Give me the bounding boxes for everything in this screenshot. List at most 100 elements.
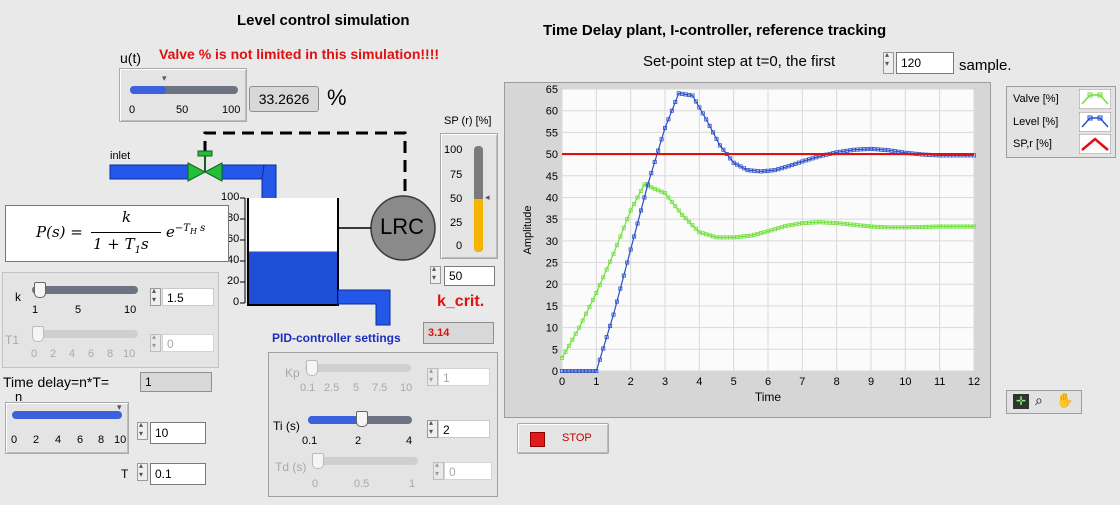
data-point bbox=[711, 130, 716, 135]
data-point bbox=[687, 219, 692, 224]
setpoint-value[interactable]: 120 bbox=[896, 52, 954, 74]
ti-tick: 2 bbox=[355, 435, 362, 447]
sp-spinner[interactable] bbox=[430, 264, 441, 284]
t1-slider[interactable] bbox=[30, 326, 142, 366]
t1-value[interactable]: 0 bbox=[162, 334, 214, 352]
data-point bbox=[666, 195, 671, 200]
t1-tick: 10 bbox=[123, 348, 136, 360]
data-point bbox=[566, 343, 571, 348]
n-spinner[interactable] bbox=[137, 420, 148, 440]
tank-tick: 20 bbox=[227, 275, 240, 287]
x-tick-label: 4 bbox=[696, 376, 702, 388]
td-value[interactable]: 0 bbox=[444, 462, 492, 480]
formula-exp-sub: H bbox=[189, 227, 197, 236]
x-tick-label: 1 bbox=[593, 376, 599, 388]
ti-slider[interactable] bbox=[308, 411, 414, 431]
y-tick-label: 55 bbox=[546, 127, 558, 139]
n-pointer-icon[interactable]: ▾ bbox=[117, 402, 122, 412]
stop-label: STOP bbox=[562, 432, 592, 444]
x-tick-label: 8 bbox=[834, 376, 840, 388]
t1-tick: 2 bbox=[50, 348, 57, 360]
k-tick: 5 bbox=[75, 304, 82, 316]
data-point bbox=[618, 286, 623, 291]
inlet-label: inlet bbox=[110, 150, 131, 162]
ti-value[interactable]: 2 bbox=[438, 420, 490, 438]
k-slider[interactable] bbox=[30, 282, 142, 322]
data-point bbox=[632, 201, 637, 206]
t1-spinner[interactable] bbox=[150, 332, 161, 352]
data-point bbox=[628, 247, 633, 252]
x-tick-label: 6 bbox=[765, 376, 771, 388]
tank-tick: 60 bbox=[227, 233, 240, 245]
kp-spinner[interactable] bbox=[427, 366, 438, 386]
sp-label: SP (r) [%] bbox=[444, 115, 492, 127]
td-slider[interactable] bbox=[310, 453, 422, 473]
x-tick-label: 10 bbox=[899, 376, 911, 388]
x-tick-label: 3 bbox=[662, 376, 668, 388]
ut-pointer-icon[interactable]: ▾ bbox=[162, 73, 167, 83]
sp-tick: 75 bbox=[450, 169, 463, 181]
sp-value[interactable]: 50 bbox=[444, 266, 495, 286]
td-tick: 0.5 bbox=[354, 478, 370, 490]
k-value[interactable]: 1.5 bbox=[162, 288, 214, 306]
t-value[interactable]: 0.1 bbox=[150, 463, 206, 485]
crosshair-icon[interactable]: ✛ bbox=[1013, 394, 1029, 409]
n-tick: 6 bbox=[77, 434, 84, 446]
response-chart[interactable]: 0 1 2 3 4 5 6 7 8 9 10 11 12051015202530354045505560… bbox=[505, 83, 989, 416]
sp-slider[interactable]: ◂ 100 75 50 25 0 bbox=[440, 133, 498, 259]
y-tick-label: 25 bbox=[546, 258, 558, 270]
x-tick-label: 5 bbox=[731, 376, 737, 388]
graph-palette: ✛ ⌕ ✋ bbox=[1006, 390, 1082, 414]
ut-slider[interactable]: ▾ 0 50 100 bbox=[119, 68, 247, 122]
chart-legend: Valve [%] Level [%] SP,r [%] bbox=[1006, 86, 1116, 158]
legend-swatch-level[interactable] bbox=[1079, 112, 1111, 132]
t1-tick: 4 bbox=[69, 348, 76, 360]
legend-swatch-valve[interactable] bbox=[1079, 89, 1111, 109]
td-tick: 0 bbox=[312, 478, 319, 490]
td-spinner[interactable] bbox=[433, 460, 444, 480]
kp-slider[interactable] bbox=[303, 360, 415, 380]
data-point bbox=[717, 143, 722, 148]
k-tick: 10 bbox=[124, 304, 137, 316]
data-point bbox=[693, 99, 698, 104]
data-point bbox=[604, 267, 609, 272]
data-point bbox=[621, 225, 626, 230]
n-tick: 8 bbox=[98, 434, 105, 446]
n-value[interactable]: 10 bbox=[150, 422, 206, 444]
n-tick: 4 bbox=[55, 434, 62, 446]
n-slider[interactable]: ▾ 0 2 4 6 8 10 bbox=[5, 402, 129, 454]
k-spinner[interactable] bbox=[150, 286, 161, 306]
zoom-icon[interactable]: ⌕ bbox=[1035, 392, 1043, 408]
data-point bbox=[704, 117, 709, 122]
kp-tick: 5 bbox=[353, 382, 360, 394]
legend-swatch-sp[interactable] bbox=[1079, 134, 1111, 154]
ut-tick: 0 bbox=[129, 104, 136, 116]
formula-exp: e bbox=[166, 223, 175, 241]
y-tick-label: 65 bbox=[546, 84, 558, 96]
lrc-label: LRC bbox=[380, 214, 425, 239]
data-point bbox=[570, 337, 575, 342]
stop-button[interactable]: STOP bbox=[517, 423, 609, 454]
data-point bbox=[597, 357, 602, 362]
formula-den-sub: 1 bbox=[134, 245, 142, 256]
k-tick: 1 bbox=[32, 304, 39, 316]
setpoint-spinner[interactable] bbox=[883, 50, 894, 74]
x-tick-label: 2 bbox=[628, 376, 634, 388]
tank-tick: 80 bbox=[227, 212, 240, 224]
time-delay-label: Time delay=n*T= bbox=[3, 374, 110, 390]
t-spinner[interactable] bbox=[137, 461, 148, 481]
sp-pointer-icon[interactable]: ◂ bbox=[485, 192, 490, 202]
kp-value[interactable]: 1 bbox=[438, 368, 490, 386]
data-point bbox=[669, 199, 674, 204]
ti-spinner[interactable] bbox=[427, 418, 438, 438]
y-tick-label: 30 bbox=[546, 236, 558, 248]
t1-label: T1 bbox=[5, 333, 20, 347]
sp-tick: 100 bbox=[444, 144, 463, 156]
y-tick-label: 10 bbox=[546, 323, 558, 335]
hand-icon[interactable]: ✋ bbox=[1056, 392, 1074, 408]
t1-tick: 0 bbox=[31, 348, 38, 360]
data-point bbox=[662, 191, 667, 196]
n-tick: 0 bbox=[11, 434, 18, 446]
ut-tick: 100 bbox=[222, 104, 241, 116]
y-tick-label: 0 bbox=[552, 366, 558, 378]
